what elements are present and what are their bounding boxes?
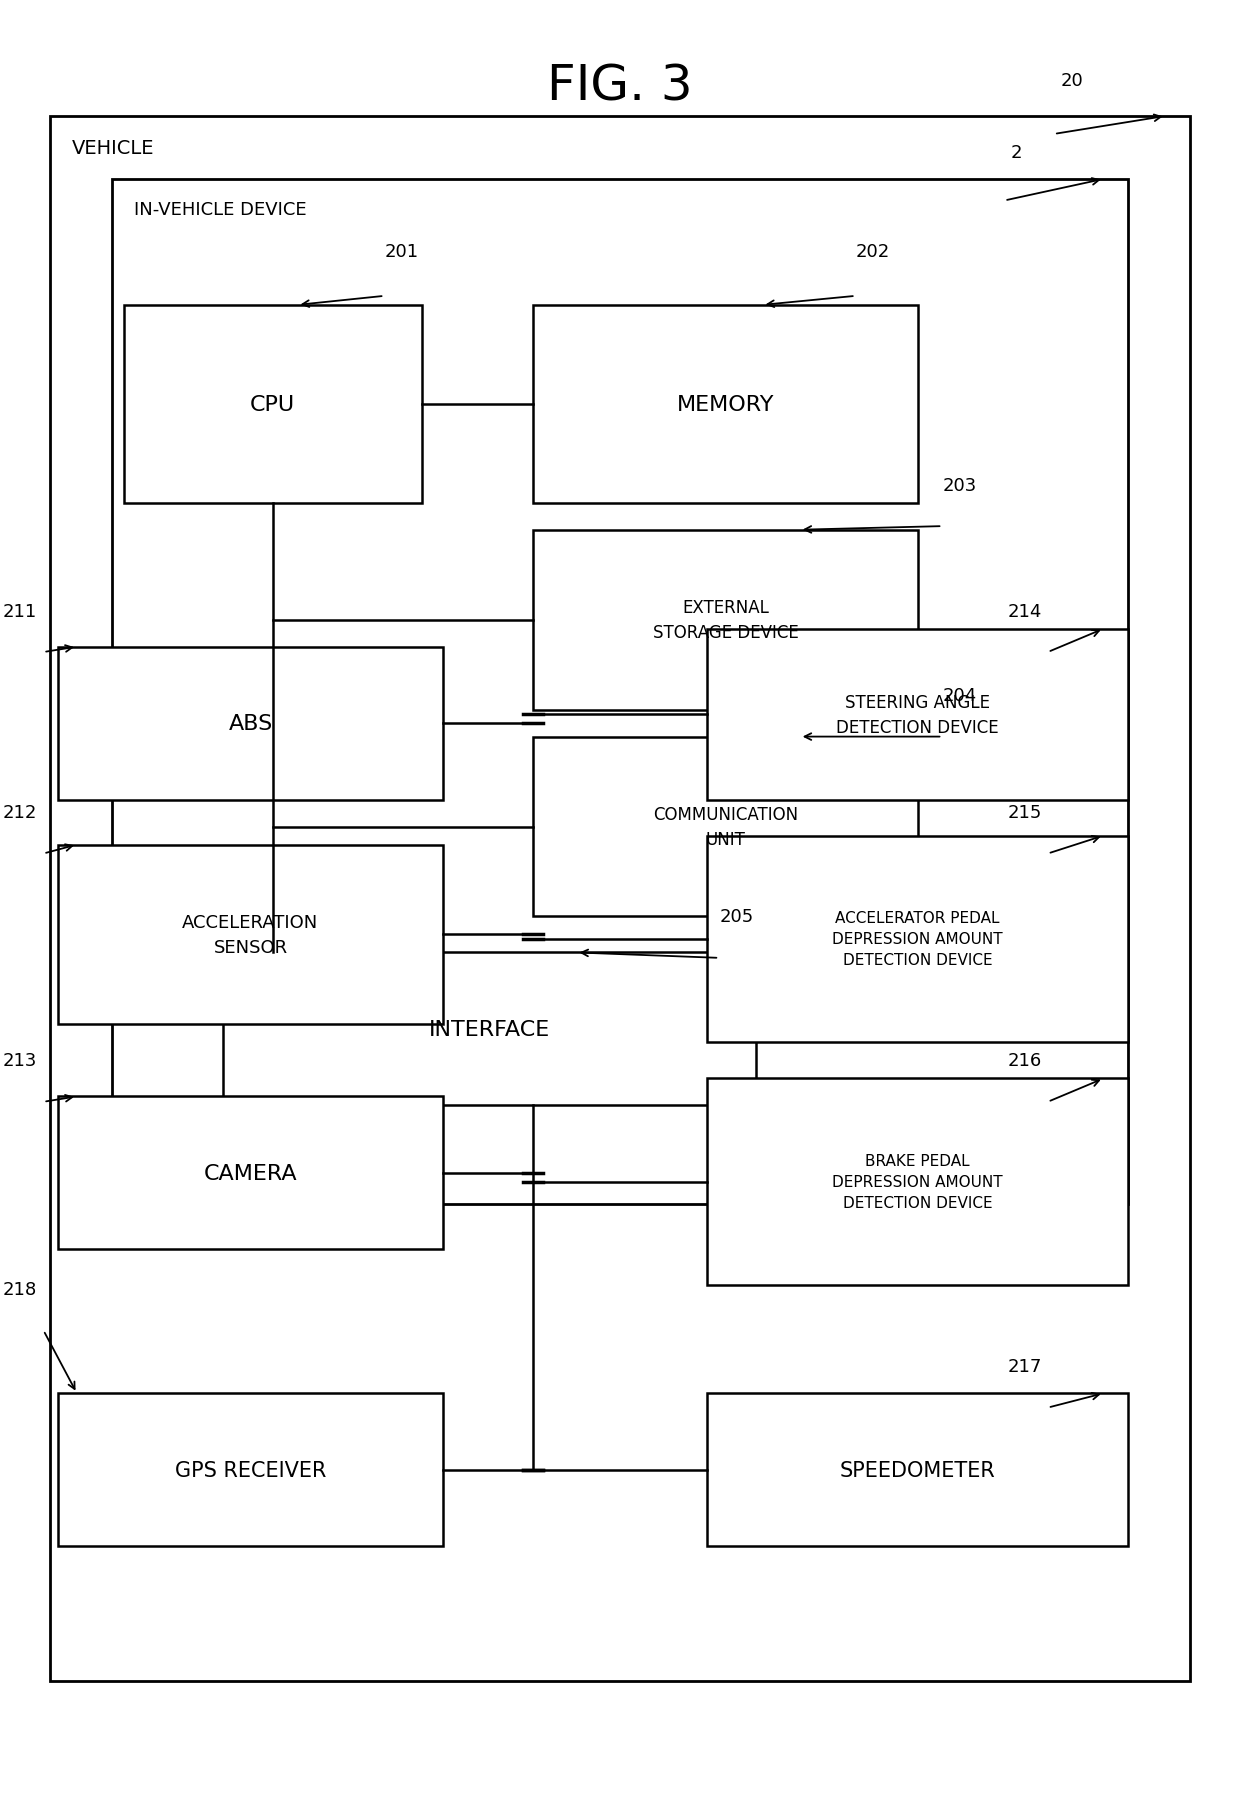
Text: 211: 211 bbox=[2, 602, 37, 620]
Text: 215: 215 bbox=[1007, 804, 1042, 822]
Bar bbox=[112, 180, 1128, 1205]
Text: 214: 214 bbox=[1007, 602, 1042, 620]
Bar bbox=[707, 1393, 1128, 1546]
Bar bbox=[707, 1079, 1128, 1286]
Text: ACCELERATOR PEDAL
DEPRESSION AMOUNT
DETECTION DEVICE: ACCELERATOR PEDAL DEPRESSION AMOUNT DETE… bbox=[832, 912, 1003, 967]
Text: ABS: ABS bbox=[228, 714, 273, 734]
Bar bbox=[533, 306, 918, 503]
Bar bbox=[58, 845, 443, 1025]
Text: CPU: CPU bbox=[250, 394, 295, 415]
Text: 212: 212 bbox=[2, 804, 37, 822]
Text: EXTERNAL
STORAGE DEVICE: EXTERNAL STORAGE DEVICE bbox=[652, 599, 799, 642]
Bar bbox=[533, 530, 918, 710]
Text: INTERFACE: INTERFACE bbox=[429, 1019, 551, 1039]
Text: FIG. 3: FIG. 3 bbox=[547, 63, 693, 111]
Text: 218: 218 bbox=[2, 1280, 37, 1298]
Text: IN-VEHICLE DEVICE: IN-VEHICLE DEVICE bbox=[134, 201, 306, 219]
Text: COMMUNICATION
UNIT: COMMUNICATION UNIT bbox=[652, 806, 799, 849]
Text: 202: 202 bbox=[856, 243, 890, 261]
Text: 216: 216 bbox=[1007, 1052, 1042, 1070]
Text: 201: 201 bbox=[384, 243, 419, 261]
Text: SPEEDOMETER: SPEEDOMETER bbox=[839, 1460, 996, 1480]
Bar bbox=[58, 647, 443, 800]
Bar bbox=[50, 117, 1190, 1681]
Text: 213: 213 bbox=[2, 1052, 37, 1070]
Text: 2: 2 bbox=[1011, 144, 1022, 162]
Bar bbox=[124, 306, 422, 503]
Text: ACCELERATION
SENSOR: ACCELERATION SENSOR bbox=[182, 913, 319, 957]
Bar bbox=[533, 737, 918, 917]
Bar bbox=[58, 1393, 443, 1546]
Text: BRAKE PEDAL
DEPRESSION AMOUNT
DETECTION DEVICE: BRAKE PEDAL DEPRESSION AMOUNT DETECTION … bbox=[832, 1154, 1003, 1210]
Text: 203: 203 bbox=[942, 476, 977, 494]
Text: 204: 204 bbox=[942, 687, 977, 705]
Bar bbox=[58, 1097, 443, 1250]
Bar bbox=[707, 836, 1128, 1043]
Text: GPS RECEIVER: GPS RECEIVER bbox=[175, 1460, 326, 1480]
Text: MEMORY: MEMORY bbox=[677, 394, 774, 415]
Text: 217: 217 bbox=[1007, 1357, 1042, 1375]
Text: 205: 205 bbox=[719, 908, 754, 926]
Text: 20: 20 bbox=[1060, 72, 1083, 90]
Bar bbox=[223, 953, 756, 1106]
Bar bbox=[707, 629, 1128, 800]
Text: VEHICLE: VEHICLE bbox=[72, 138, 155, 158]
Text: CAMERA: CAMERA bbox=[203, 1163, 298, 1183]
Text: STEERING ANGLE
DETECTION DEVICE: STEERING ANGLE DETECTION DEVICE bbox=[836, 694, 999, 735]
